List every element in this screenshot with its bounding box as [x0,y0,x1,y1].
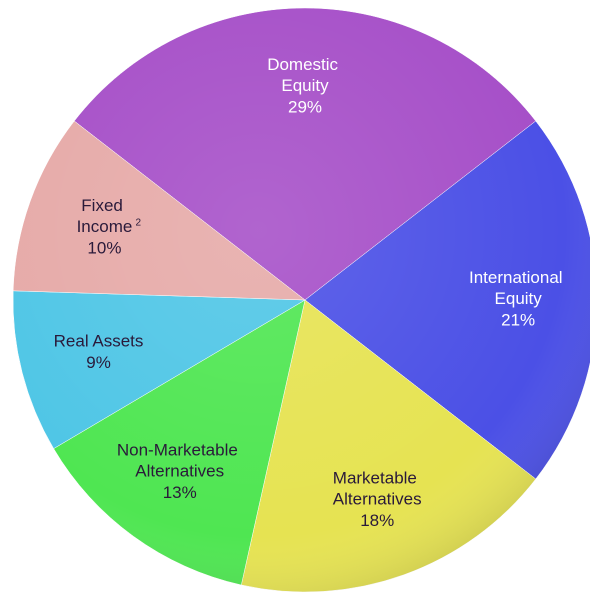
slice-value-label: 29% [288,97,322,116]
slice-value-label: 18% [360,511,394,530]
slice-label: Fixed Income [77,196,133,236]
slice-label: International Equity [469,268,567,308]
slice-label: Domestic Equity [267,55,343,95]
slice-label: Non-Marketable Alternatives [117,441,243,481]
slice-label: Marketable Alternatives [333,469,422,509]
slice-value-label: 10% [87,238,121,257]
slice-label: Real Assets [54,332,144,351]
slice-value-label: 9% [86,353,111,372]
slice-value-label: 21% [501,310,535,329]
footnote-marker: 2 [136,217,142,228]
slice-value-label: 13% [163,483,197,502]
